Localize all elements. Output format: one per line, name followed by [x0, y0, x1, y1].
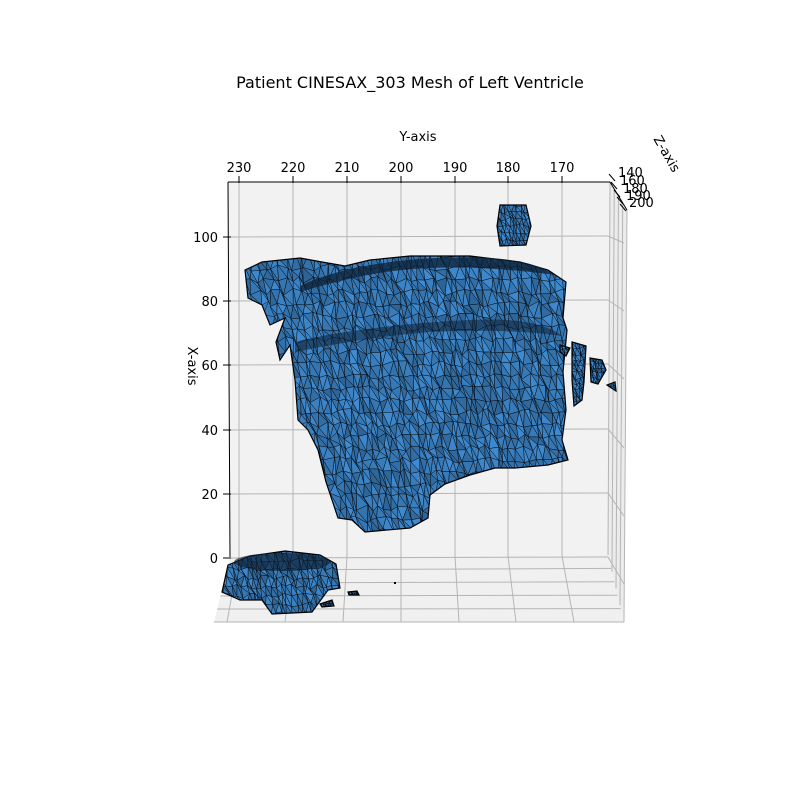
inner-band	[295, 319, 562, 352]
floor-dot	[394, 582, 396, 584]
fragment-right-4-outline	[559, 344, 571, 357]
base-disc-outline	[221, 550, 341, 615]
rim-band	[300, 257, 555, 292]
fragment-right-2	[589, 357, 607, 385]
floating-piece-top-outline	[496, 204, 532, 247]
fragment-right-3-outline	[605, 381, 617, 393]
floor-speck-2	[347, 590, 360, 596]
z-tick-mark	[613, 189, 621, 198]
base-disc-top	[234, 553, 330, 571]
tick-group: 230 220 210 200 190 180 1700204060801001401601…	[193, 161, 654, 567]
x-tick-label: 20	[201, 488, 218, 503]
z-tick-label: 140	[618, 166, 643, 181]
y-tick-label: 230	[227, 161, 252, 176]
y-tick-label: 190	[443, 161, 468, 176]
x-tick-label: 80	[201, 295, 218, 310]
x-tick-label: 0	[210, 552, 218, 567]
fragment-right-4	[559, 344, 571, 357]
y-axis-label: Y-axis	[398, 130, 436, 145]
chart-title: Patient CINESAX_303 Mesh of Left Ventric…	[236, 73, 584, 93]
y-tick-label: 210	[335, 161, 360, 176]
fragment-right-2-outline	[589, 357, 607, 385]
floor-speck-1	[319, 599, 335, 608]
y-tick-label: 220	[281, 161, 306, 176]
y-tick-label: 170	[550, 161, 575, 176]
ventricle-body-outline	[244, 255, 569, 533]
z-tick-mark	[608, 173, 616, 182]
z-tick-mark	[610, 181, 618, 190]
z-tick-label: 200	[629, 196, 654, 211]
fragment-right-1-outline	[571, 341, 587, 408]
y-tick-label: 200	[389, 161, 414, 176]
x-tick-label: 40	[201, 424, 218, 439]
z-tick-label: 160	[620, 174, 645, 189]
x-tick-label: 60	[201, 359, 218, 374]
z-tick-mark	[616, 196, 624, 205]
z-axis-label: Z-axis	[650, 133, 683, 175]
z-tick-label: 190	[626, 189, 651, 204]
floor-speck-1-outline	[319, 599, 335, 608]
x-tick-label: 100	[193, 231, 218, 246]
x-axis-label: X-axis	[184, 347, 199, 386]
z-tick-label: 180	[623, 182, 648, 197]
floor-speck-2-outline	[347, 590, 360, 596]
z-tick-mark	[619, 203, 627, 212]
y-tick-label: 180	[496, 161, 521, 176]
